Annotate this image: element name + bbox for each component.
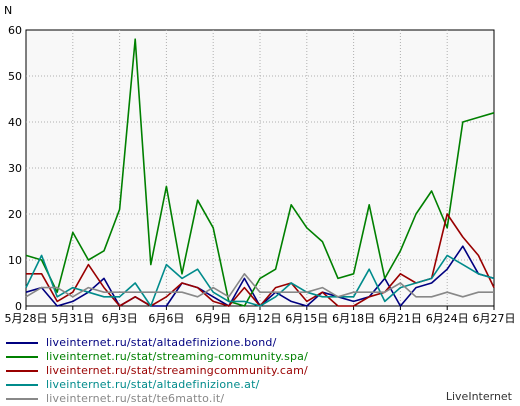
legend-item: liveinternet.ru/stat/te6matto.it/ — [6, 392, 308, 406]
legend-label: liveinternet.ru/stat/altadefinizione.bon… — [46, 336, 277, 349]
legend-label: liveinternet.ru/stat/streaming-community… — [46, 350, 309, 363]
x-tick-label: 6月9日 — [195, 312, 231, 325]
y-tick-label: 10 — [8, 254, 22, 267]
y-tick-labels: 0 10 20 30 40 50 60 — [8, 24, 22, 313]
legend-item: liveinternet.ru/stat/altadefinizione.at/ — [6, 378, 308, 392]
legend-label: liveinternet.ru/stat/altadefinizione.at/ — [46, 378, 260, 391]
line-chart: N 0 10 20 30 40 50 60 5月28日 5月31日 6月3日 6月6日 6月9日 6月… — [4, 4, 516, 325]
x-tick-label: 6月15日 — [285, 312, 328, 325]
legend-swatch — [6, 342, 38, 344]
series-line-5 — [25, 272, 494, 298]
legend-item: liveinternet.ru/stat/streamingcommunity.… — [6, 364, 308, 378]
legend-swatch — [6, 398, 38, 400]
x-tick-label: 6月12日 — [239, 312, 282, 325]
series-line-2 — [25, 38, 495, 307]
x-tick-label: 6月27日 — [473, 312, 516, 325]
x-tick-label: 6月3日 — [102, 312, 138, 325]
x-tick-labels: 5月28日 5月31日 6月3日 6月6日 6月9日 6月12日 6月15日 6月18日 6月2… — [5, 306, 516, 325]
legend-item: liveinternet.ru/stat/streaming-community… — [6, 350, 308, 364]
x-tick-label: 5月28日 — [5, 312, 48, 325]
grid-lines — [26, 30, 494, 306]
y-tick-label: 50 — [8, 70, 22, 83]
x-tick-label: 6月6日 — [148, 312, 184, 325]
y-tick-label: 20 — [8, 208, 22, 221]
x-tick-label: 6月18日 — [332, 312, 375, 325]
y-tick-label: 30 — [8, 162, 22, 175]
legend: liveinternet.ru/stat/altadefinizione.bon… — [6, 336, 308, 406]
brand-label: LiveInternet — [445, 390, 512, 403]
legend-swatch — [6, 384, 38, 386]
y-tick-label: 60 — [8, 24, 22, 37]
x-tick-label: 6月24日 — [426, 312, 469, 325]
x-tick-label: 5月31日 — [51, 312, 94, 325]
y-axis-label: N — [4, 4, 12, 17]
y-tick-label: 40 — [8, 116, 22, 129]
legend-label: liveinternet.ru/stat/streamingcommunity.… — [46, 364, 308, 377]
series-lines — [25, 38, 495, 307]
legend-label: liveinternet.ru/stat/te6matto.it/ — [46, 392, 225, 405]
y-tick-label: 0 — [15, 300, 22, 313]
legend-swatch — [6, 370, 38, 372]
legend-item: liveinternet.ru/stat/altadefinizione.bon… — [6, 336, 308, 350]
legend-swatch — [6, 356, 38, 358]
x-tick-label: 6月21日 — [379, 312, 422, 325]
series-line-4 — [25, 254, 495, 307]
